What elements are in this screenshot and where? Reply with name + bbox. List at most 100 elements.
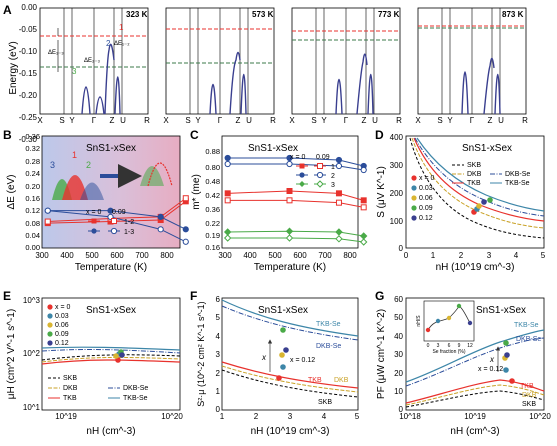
c-point-3-x009 xyxy=(285,234,294,242)
f-curves xyxy=(221,299,359,398)
f-curve-dkb xyxy=(221,365,359,393)
c-legend-1: 1 xyxy=(331,164,335,171)
kpt: R xyxy=(396,116,402,125)
d-xtick: 2 xyxy=(459,251,464,260)
c-legend-3: 3 xyxy=(331,182,335,189)
c-legend-2: 2 xyxy=(331,173,335,180)
g-ytick: 10 xyxy=(394,387,403,396)
d-leg-skb: SKB xyxy=(467,162,481,169)
c-point-2-x009 xyxy=(360,166,367,174)
b-ytick: 0.04 xyxy=(25,231,40,240)
d-xtick: 3 xyxy=(487,251,492,260)
e-points xyxy=(113,349,125,363)
f-point-x012 xyxy=(283,347,289,353)
band-num-3: 3 xyxy=(72,67,77,76)
ytick: -0.10 xyxy=(19,47,38,56)
f-ytick: 5 xyxy=(216,313,221,322)
b-ytick: 0.12 xyxy=(25,206,40,215)
kpt: Γ xyxy=(92,116,97,125)
kpt: R xyxy=(270,116,276,125)
d-xtick: 1 xyxy=(431,251,436,260)
e-xtick: 10^20 xyxy=(161,412,183,421)
f-curve-skb xyxy=(221,369,359,398)
d-leg-tkbse: TKB-Se xyxy=(505,180,530,187)
panel-letter-g: G xyxy=(375,289,384,303)
e-curves xyxy=(41,346,181,365)
band-panel-873: 873 K X S Y Γ Z U R xyxy=(415,7,528,125)
kpt: S xyxy=(185,116,190,125)
kpt: X xyxy=(415,116,421,125)
e-pl-1: 0.03 xyxy=(55,313,69,320)
g-xtick: 10^20 xyxy=(529,412,551,421)
b-xtick: 800 xyxy=(160,251,174,260)
d-xtick: 4 xyxy=(514,251,519,260)
b-xtick: 300 xyxy=(35,251,49,260)
b-line-1-2-x0 xyxy=(47,200,187,224)
c-point-3-x009 xyxy=(335,235,343,243)
g-xtick: 10^18 xyxy=(399,412,421,421)
g-inset-pt xyxy=(446,315,452,321)
g-inset-pt xyxy=(425,327,431,333)
b-band-num-2: 2 xyxy=(86,160,91,170)
kpt: Z xyxy=(362,116,367,125)
c-title: SnS1-xSex xyxy=(248,143,298,154)
g-arrow-label: x xyxy=(489,355,495,364)
band-panel-573: 573 K X S Y Γ Z U R xyxy=(163,7,276,125)
e-xlabel: nH (cm^-3) xyxy=(86,426,135,437)
c-ytick: 0.19 xyxy=(205,231,220,240)
e-curve-skb xyxy=(41,354,181,361)
f-label-tkbse: TKB-Se xyxy=(316,321,341,328)
d-xtick: 0 xyxy=(404,251,409,260)
c-ytick: 0.88 xyxy=(205,147,220,156)
g-ytick: 40 xyxy=(394,332,403,341)
delta-e13-label: ΔE₁₋₃ xyxy=(48,50,64,56)
f-ytick: 6 xyxy=(216,295,221,304)
panel-g: PF (μW cm^-1 K^-2) 60 50 40 30 20 10 0 1… xyxy=(376,295,551,437)
g-inset-xtick: 3 xyxy=(437,343,440,349)
c-ylabel: m* (me) xyxy=(191,174,202,210)
g-inset-pt xyxy=(435,318,441,324)
c-ytick: 0.22 xyxy=(205,219,220,228)
f-title: SnS1-xSex xyxy=(258,305,308,316)
kpt: Γ xyxy=(470,116,475,125)
g-point-x0 xyxy=(509,378,515,384)
g-inset: nH/S 0 3 6 9 12 Se fraction (%) xyxy=(416,300,475,355)
g-curves xyxy=(405,329,545,408)
g-points xyxy=(502,340,515,384)
g-annot: x = 0.12 xyxy=(478,366,503,373)
b-xtick: 400 xyxy=(60,251,74,260)
e-pl-2: 0.06 xyxy=(55,322,69,329)
f-annot: x = 0.12 xyxy=(290,357,315,364)
bands-yticks: 0.00 -0.05 -0.10 -0.15 -0.20 -0.25 -0.30 xyxy=(19,3,38,144)
b-ytick: 0.28 xyxy=(25,157,40,166)
b-line-1-3-x0 xyxy=(47,210,186,230)
kpt: X xyxy=(289,116,295,125)
kpt: S xyxy=(59,116,64,125)
e-ylabel: μH (cm^2 V^-1 s^-1) xyxy=(6,309,17,399)
g-inset-xtick: 6 xyxy=(448,343,451,349)
delta-e23-label: ΔE₂₋₃ xyxy=(84,58,101,64)
ytick: -0.20 xyxy=(19,91,38,100)
f-xtick: 4 xyxy=(322,412,327,421)
temp-label-773: 773 K xyxy=(378,10,400,19)
kpt: Γ xyxy=(344,116,349,125)
f-label-skb: SKB xyxy=(318,399,332,406)
b-legend-12: 1-2 xyxy=(124,219,134,226)
kpt: Y xyxy=(447,116,453,125)
d-pl-2: 0.06 xyxy=(419,195,433,202)
c-legend-header-x009: 0.09 xyxy=(316,154,330,161)
b-band-num-3: 3 xyxy=(50,160,55,170)
d-points xyxy=(471,197,493,215)
d-leg-dkb: DKB xyxy=(467,171,482,178)
g-label-tkb: TKB xyxy=(520,383,534,390)
c-point-3-x0 xyxy=(335,228,343,236)
e-ytick: 10^1 xyxy=(23,403,41,412)
d-point-x006 xyxy=(476,203,482,209)
kpt: X xyxy=(37,116,43,125)
b-title: SnS1-xSex xyxy=(86,143,136,154)
b-point-1-3-x009 xyxy=(182,238,189,245)
temp-label-573: 573 K xyxy=(252,10,274,19)
e-ytick: 10^2 xyxy=(23,349,41,358)
g-inset-pt xyxy=(467,320,473,326)
